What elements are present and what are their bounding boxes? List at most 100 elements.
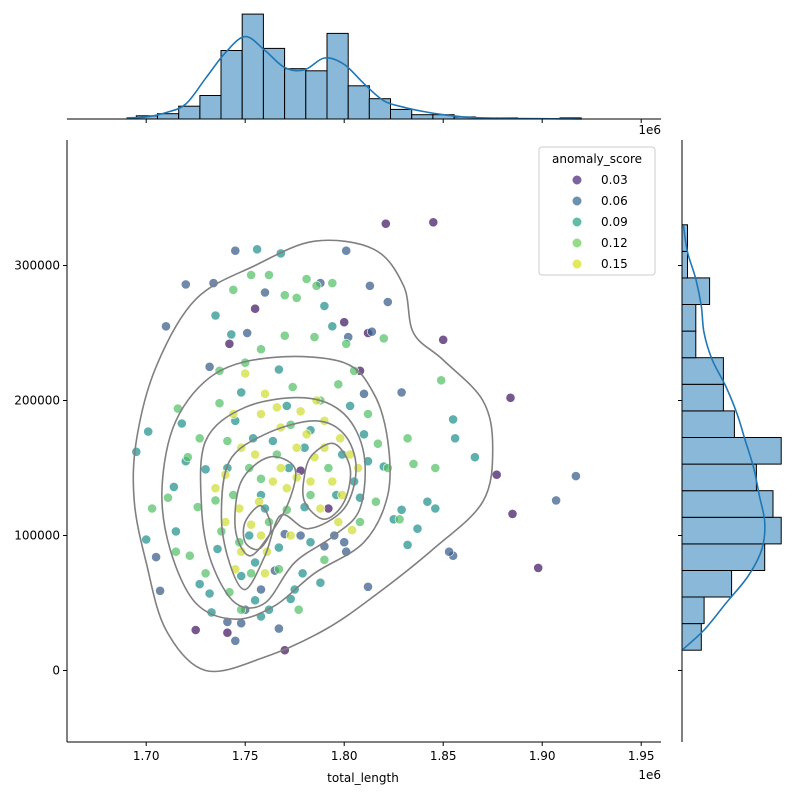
scatter-point	[319, 301, 330, 311]
scatter-point	[295, 530, 306, 541]
right-histogram-bar	[681, 623, 702, 651]
kde-contour-line	[132, 239, 494, 673]
legend-marker	[571, 237, 583, 249]
scatter-point	[323, 463, 334, 473]
right-marginal-histogram	[678, 140, 782, 742]
scatter-point	[382, 297, 393, 307]
top-histogram-bar	[326, 32, 349, 120]
scatter-point	[273, 623, 284, 634]
legend-label: 0.15	[601, 257, 628, 271]
scatter-point	[168, 481, 179, 492]
scatter-point	[230, 245, 241, 256]
scatter-point	[228, 284, 239, 295]
scatter-point	[141, 534, 152, 545]
scatter-point	[305, 490, 316, 500]
scatter-point	[250, 303, 260, 314]
legend-title: anomaly_score	[552, 152, 642, 166]
scatter-point	[260, 388, 270, 399]
scatter-point	[339, 537, 350, 548]
scatter-point	[430, 463, 441, 473]
scatter-point	[363, 581, 373, 592]
top-histogram-bar	[411, 114, 434, 120]
scatter-point	[571, 471, 581, 481]
scatter-point	[273, 364, 284, 375]
scatter-point	[271, 402, 282, 413]
scatter-point	[222, 627, 233, 638]
right-histogram-bar	[681, 463, 757, 492]
scatter-point	[143, 426, 154, 437]
legend-marker	[571, 216, 583, 228]
scatter-point	[305, 537, 316, 548]
scatter-point	[327, 476, 338, 487]
scatter-point	[151, 552, 161, 562]
axes: 1.70 1.75 1.80 1.85 1.90 1.95 0 100000 200000 300…	[14, 140, 661, 763]
scatter-point	[382, 463, 393, 473]
scatter-point	[315, 503, 326, 514]
right-histogram-bar	[681, 357, 724, 385]
scatter-point	[285, 530, 296, 541]
scatter-point	[341, 338, 352, 349]
scatter-point	[315, 577, 326, 588]
scatter-point	[378, 333, 389, 344]
scatter-point	[212, 544, 223, 554]
scatter-point	[163, 492, 173, 503]
scatter-point	[273, 564, 284, 575]
right-histogram-bar	[681, 437, 782, 465]
scatter-point	[242, 328, 253, 338]
top-histogram-bar	[305, 70, 328, 120]
scatter-point	[305, 476, 316, 487]
x-tick-label: 1.75	[232, 749, 259, 763]
legend: anomaly_score 0.03 0.06 0.09 0.12 0.15	[538, 146, 656, 276]
top-histogram-bar	[220, 50, 243, 120]
y-tick-label: 100000	[14, 528, 60, 542]
scatter-point	[347, 525, 357, 535]
scatter-point	[370, 496, 381, 507]
scatter-point	[355, 517, 365, 527]
scatter-point	[281, 483, 292, 494]
legend-label: 0.03	[601, 173, 628, 187]
scatter-point	[412, 523, 423, 534]
top-offset-label: 1e6	[638, 123, 661, 137]
scatter-point	[339, 317, 350, 328]
scatter-point	[402, 433, 413, 444]
x-tick-label: 1.70	[133, 749, 160, 763]
scatter-point	[291, 292, 302, 303]
scatter-point	[200, 568, 211, 579]
scatter-point	[359, 429, 369, 440]
kde-contour-line	[220, 419, 357, 591]
scatter-point	[254, 496, 264, 507]
scatter-point	[335, 433, 346, 444]
scatter-point	[246, 519, 256, 530]
legend-box	[538, 146, 656, 276]
scatter-point	[256, 473, 266, 484]
top-histogram-bar	[284, 68, 307, 120]
scatter-point	[491, 469, 502, 480]
y-tick-label: 300000	[14, 259, 60, 273]
scatter-point	[422, 496, 433, 507]
scatter-point	[256, 584, 266, 595]
right-histogram-bar	[681, 410, 735, 438]
scatter-point	[301, 429, 312, 440]
scatter-point	[394, 514, 405, 525]
scatter-point	[444, 546, 454, 557]
scatter-point	[507, 509, 518, 519]
scatter-point	[319, 554, 330, 565]
scatter-point	[327, 278, 338, 288]
legend-marker	[571, 195, 583, 207]
x-tick-label: 1.80	[331, 749, 358, 763]
top-kde-line	[126, 35, 582, 120]
right-histogram-bar	[681, 596, 705, 625]
right-histogram-bar	[681, 330, 697, 359]
scatter-point	[293, 604, 304, 615]
scatter-point	[200, 464, 211, 475]
kde-contour-line	[161, 355, 391, 621]
scatter-point	[176, 418, 187, 429]
right-histogram-bar	[681, 304, 697, 332]
scatter-point	[260, 568, 270, 579]
kde-contour-line	[242, 504, 272, 551]
scatter-point	[190, 625, 201, 635]
scatter-point	[194, 579, 205, 589]
scatter-point	[505, 392, 516, 403]
x-tick-label: 1.90	[529, 749, 556, 763]
